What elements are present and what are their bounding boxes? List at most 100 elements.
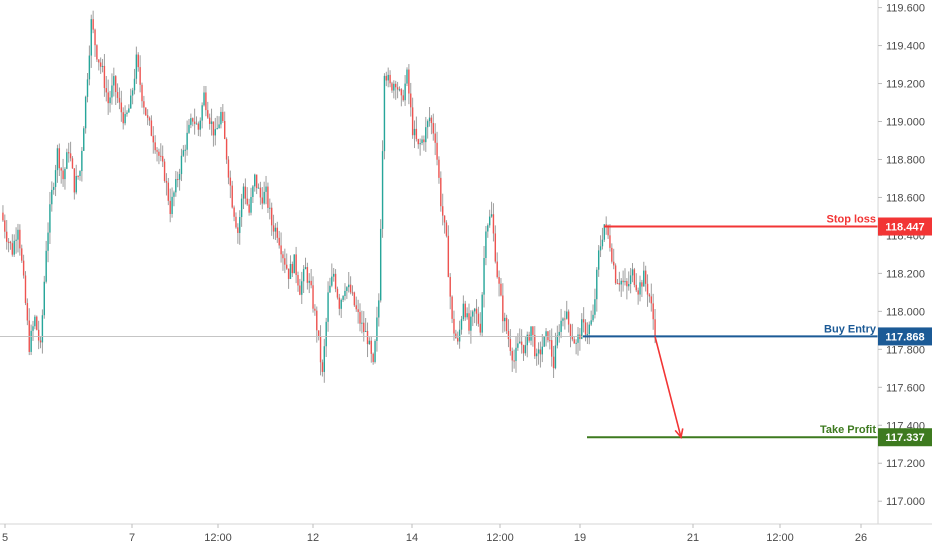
candle-down	[633, 269, 636, 285]
candle-down	[607, 225, 609, 236]
candle-up	[577, 334, 579, 343]
candle-up	[378, 300, 380, 318]
candle-down	[272, 225, 275, 232]
candle-down	[7, 241, 10, 243]
candle-down	[316, 310, 318, 331]
candle-down	[334, 273, 337, 289]
candle-up	[263, 191, 265, 204]
candle-down	[441, 206, 444, 216]
candle-up	[419, 143, 421, 145]
candle-up	[240, 198, 243, 218]
candle-up	[64, 168, 66, 180]
candle-up	[588, 324, 590, 334]
candle-down	[613, 261, 615, 266]
candle-down	[500, 283, 502, 296]
candle-up	[178, 174, 181, 180]
candle-up	[504, 317, 506, 322]
candle-down	[2, 212, 4, 221]
candle-down	[445, 222, 448, 236]
candle-down	[22, 260, 25, 276]
price-tick-label: 117.000	[886, 496, 925, 508]
candle-down	[408, 69, 410, 94]
candle-up	[381, 151, 384, 229]
candle-down	[24, 275, 27, 304]
candle-down	[150, 120, 153, 136]
candle-down	[261, 197, 263, 204]
candle-down	[396, 87, 399, 90]
candle-down	[411, 107, 414, 136]
time-tick-label: 21	[687, 532, 699, 544]
candle-down	[208, 117, 211, 124]
candle-down	[547, 331, 549, 341]
candle-down	[573, 339, 575, 344]
candle-down	[582, 319, 585, 323]
candle-up	[135, 54, 138, 79]
candle-down	[357, 309, 359, 313]
candle-up	[203, 92, 205, 106]
candle-up	[173, 192, 175, 197]
candle-down	[295, 254, 297, 276]
candle-down	[120, 102, 123, 113]
price-axis[interactable]: 119.600 119.400 119.200 119.000 118.800 118.6…	[878, 3, 925, 509]
candle-up	[83, 128, 85, 151]
candle-up	[113, 76, 115, 86]
candle-down	[349, 284, 352, 293]
candle-up	[41, 315, 44, 343]
candle-down	[611, 247, 613, 262]
candle-up	[490, 214, 493, 217]
candle-down	[62, 170, 64, 180]
candle-down	[443, 215, 446, 223]
candle-up	[186, 132, 188, 150]
candle-up	[398, 89, 401, 91]
candle-down	[434, 133, 436, 143]
candle-up	[470, 316, 472, 331]
candle-down	[475, 308, 478, 314]
candle-down	[169, 200, 171, 215]
candle-down	[167, 182, 170, 201]
candle-down	[539, 349, 542, 355]
candle-up	[558, 331, 560, 336]
candle-down	[68, 152, 70, 154]
time-axis[interactable]: 5 7 12:00 12 14 12:00 19 21 12:00 26	[2, 524, 867, 544]
candle-down	[235, 216, 237, 228]
candle-down	[69, 153, 72, 159]
candle-down	[77, 175, 79, 177]
candle-down	[319, 336, 322, 363]
candle-down	[453, 318, 455, 334]
candle-down	[248, 204, 250, 213]
candle-up	[171, 196, 173, 215]
candle-up	[541, 346, 544, 355]
candle-down	[646, 283, 649, 295]
candle-down	[270, 207, 273, 226]
time-tick-label: 12:00	[486, 532, 514, 544]
candle-down	[314, 308, 316, 311]
candle-up	[342, 296, 344, 300]
candle-down	[156, 150, 158, 152]
candle-down	[395, 83, 397, 88]
candle-down	[152, 135, 154, 143]
candle-up	[628, 283, 630, 287]
candle-down	[584, 322, 587, 335]
candle-up	[308, 280, 310, 283]
candle-down	[436, 142, 438, 160]
candle-up	[84, 96, 87, 129]
candle-up	[535, 353, 538, 357]
candle-up	[327, 292, 329, 322]
candle-up	[43, 281, 45, 316]
candle-up	[620, 280, 622, 285]
candle-down	[498, 277, 500, 284]
candle-down	[353, 292, 356, 306]
candle-up	[483, 257, 485, 295]
candle-up	[130, 95, 132, 109]
candle-up	[109, 97, 111, 104]
candle-up	[592, 314, 594, 321]
candle-up	[413, 128, 416, 136]
candle-up	[586, 333, 589, 335]
candle-up	[182, 150, 185, 156]
candle-down	[492, 214, 495, 234]
candle-down	[370, 340, 372, 354]
candle-down	[105, 88, 108, 93]
candle-up	[379, 228, 382, 301]
candle-down	[372, 353, 374, 362]
